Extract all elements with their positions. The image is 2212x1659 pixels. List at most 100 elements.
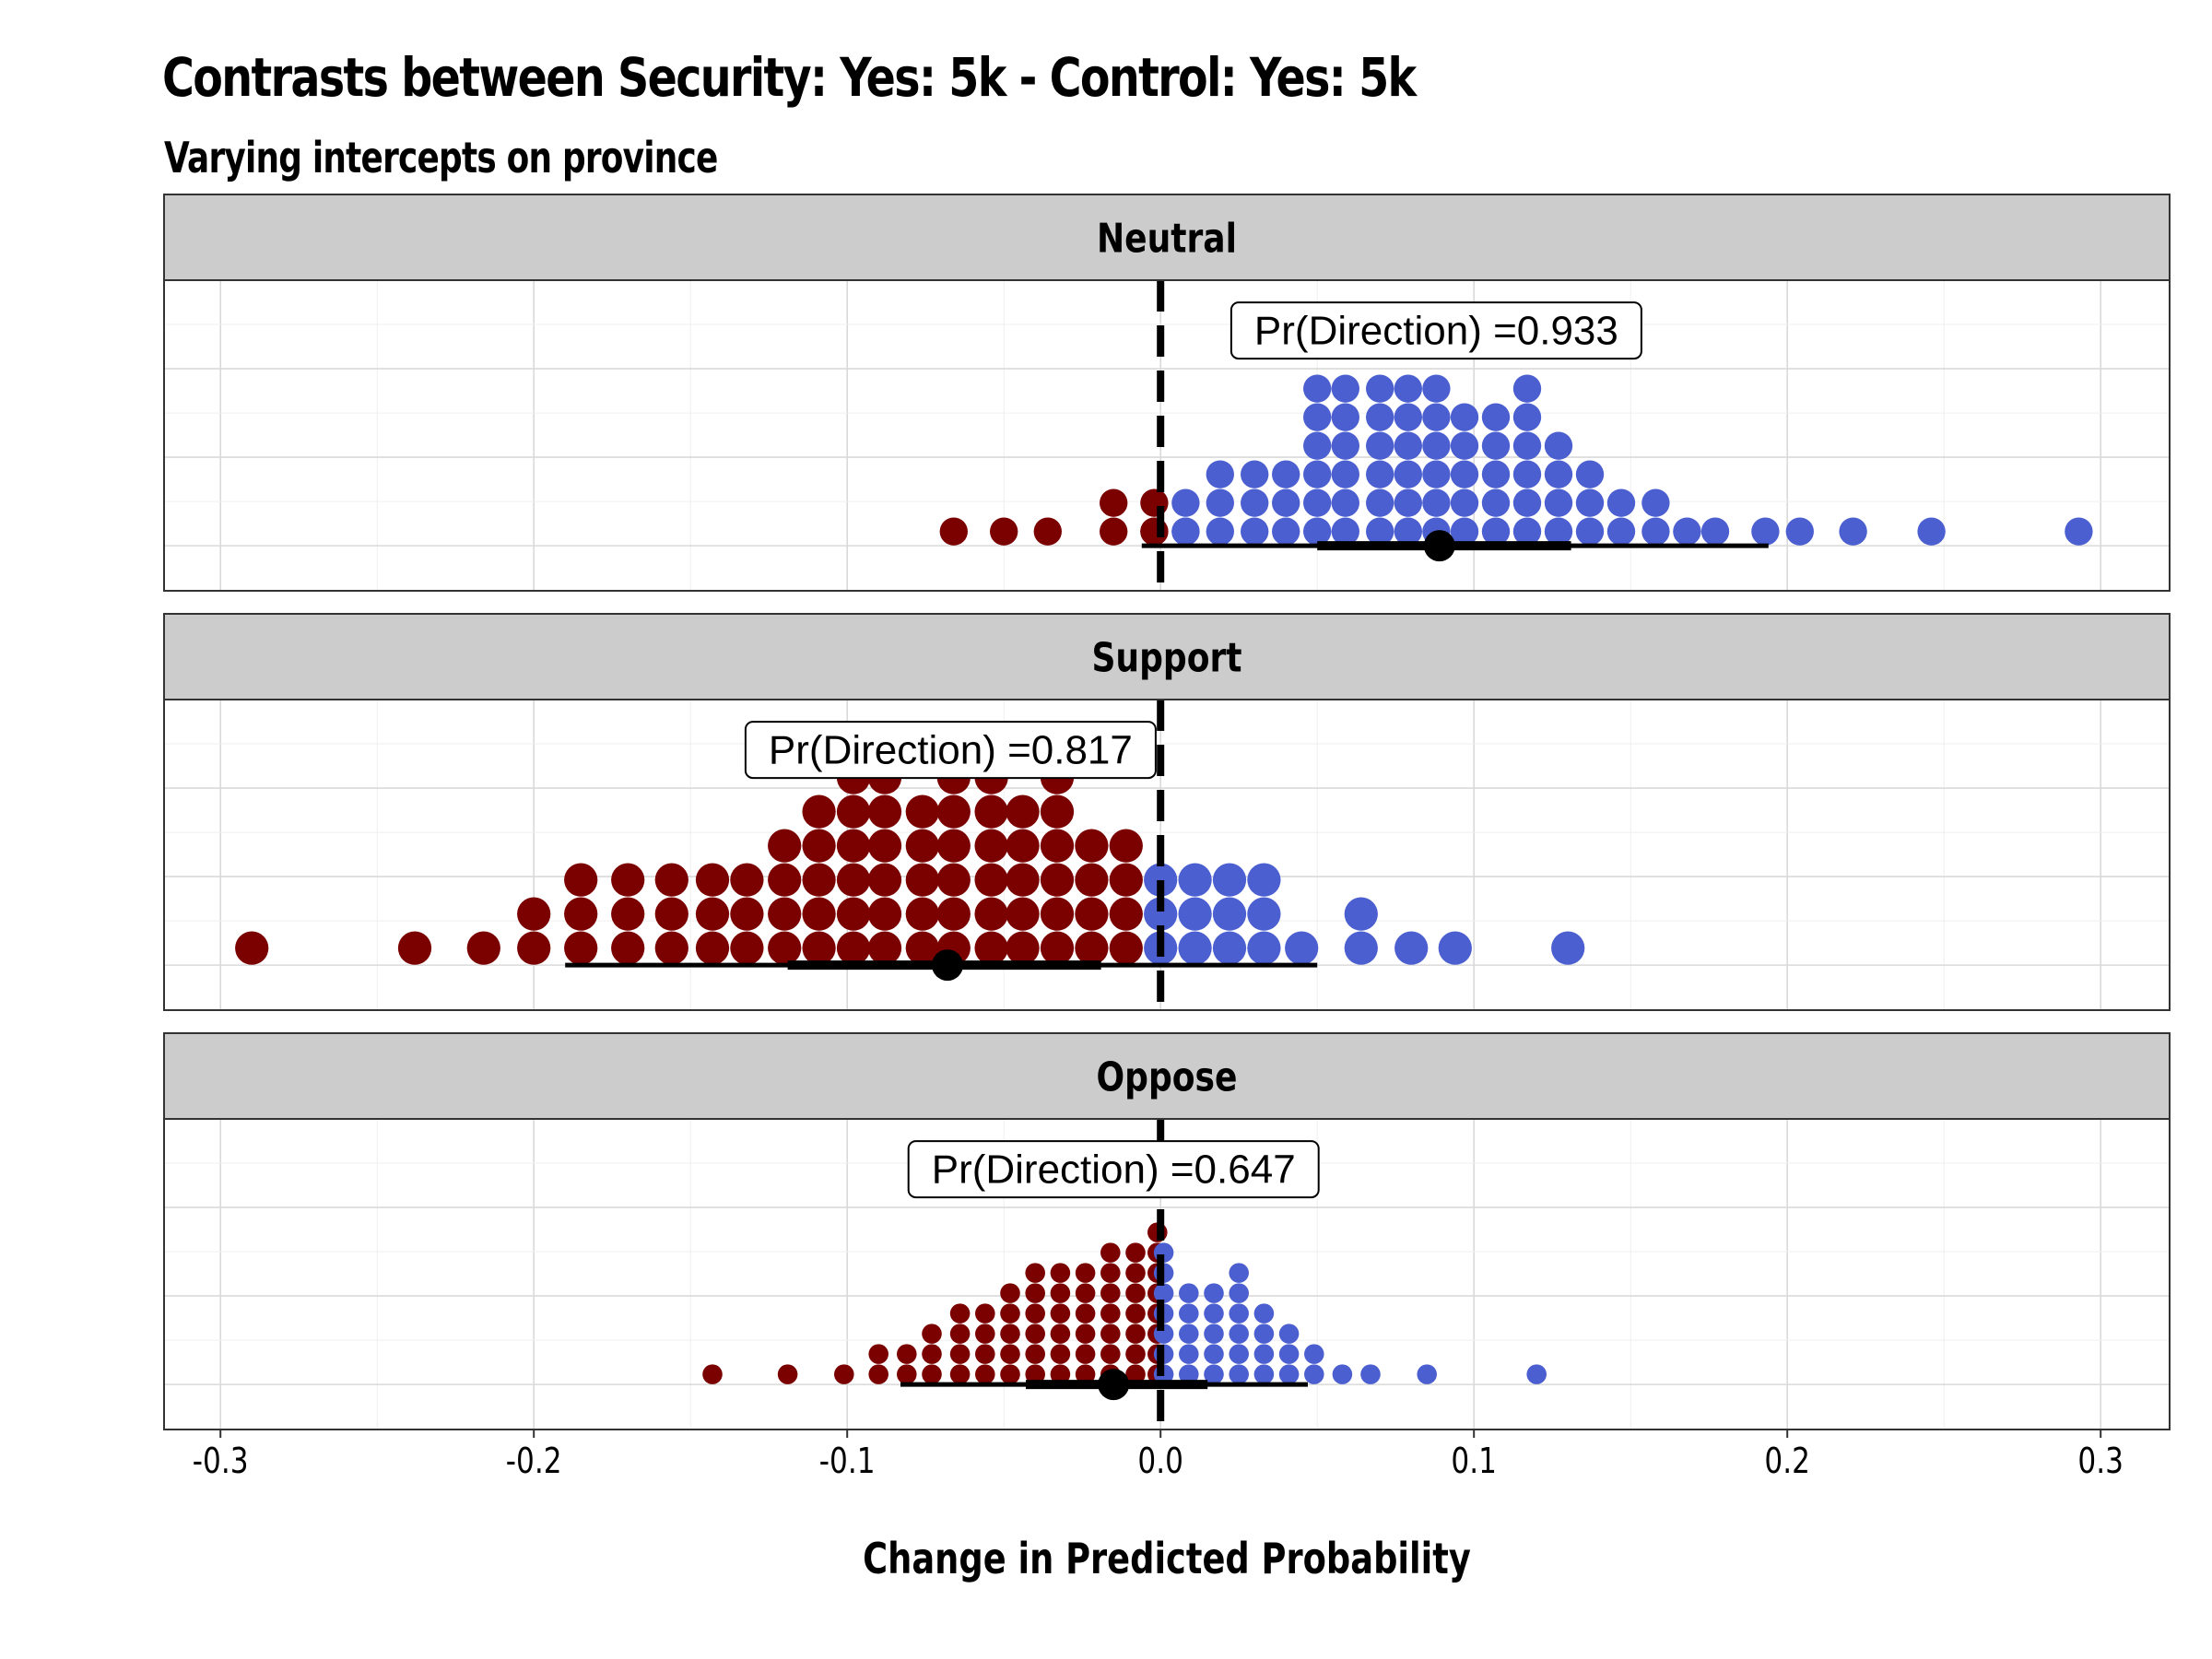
dot-negative	[939, 517, 968, 546]
dot-positive	[1394, 488, 1422, 517]
dot-negative	[1025, 1303, 1045, 1324]
dot-positive	[1394, 517, 1422, 546]
dot-negative	[1006, 863, 1040, 897]
dot-negative	[1125, 1263, 1146, 1283]
dot-positive	[1179, 1364, 1199, 1384]
dot-negative	[611, 863, 645, 897]
dot-positive	[1229, 1263, 1249, 1283]
dot-negative	[897, 1344, 917, 1364]
dot-positive	[1366, 488, 1394, 517]
chart-subtitle: Varying intercepts on province	[164, 133, 718, 182]
dot-positive	[1179, 1303, 1199, 1324]
dot-negative	[1025, 1324, 1045, 1344]
dot-positive	[2065, 517, 2093, 546]
annotation-box	[1230, 301, 1642, 360]
dot-positive	[1272, 517, 1300, 546]
dot-positive	[1247, 897, 1281, 931]
dot-negative	[654, 897, 688, 931]
dot-negative	[897, 1364, 917, 1384]
dot-positive	[1178, 863, 1212, 897]
dot-positive	[1144, 863, 1178, 897]
dot-negative	[517, 897, 551, 931]
dot-positive	[1839, 517, 1867, 546]
dot-positive	[1229, 1344, 1249, 1364]
dot-negative	[802, 863, 836, 897]
dot-positive	[1606, 488, 1636, 517]
dot-positive	[1278, 1344, 1300, 1364]
dot-positive	[1344, 897, 1378, 931]
dot-negative	[1075, 1364, 1096, 1384]
dot-positive	[1785, 517, 1814, 546]
dot-negative	[974, 794, 1008, 829]
dot-positive	[1153, 1283, 1174, 1303]
dot-negative	[768, 931, 802, 965]
dot-positive	[1450, 460, 1479, 488]
annotation-label: Pr(Direction) =0.933	[1254, 309, 1618, 354]
dot-negative	[564, 931, 598, 965]
dot-negative	[1125, 1283, 1146, 1303]
x-tick-label: 0.3	[2077, 1441, 2124, 1482]
dot-positive	[1422, 488, 1451, 517]
dot-positive	[1241, 460, 1269, 488]
dot-positive	[1394, 460, 1422, 488]
dot-positive	[1450, 488, 1479, 517]
dot-negative	[1040, 931, 1075, 965]
dot-positive	[1303, 460, 1332, 488]
dot-negative	[1000, 1364, 1020, 1384]
dot-negative	[1000, 1324, 1020, 1344]
dot-negative	[695, 931, 730, 965]
dot-positive	[1179, 1344, 1199, 1364]
dot-positive	[1394, 403, 1422, 431]
dot-positive	[1344, 931, 1378, 965]
dot-positive	[1394, 931, 1429, 965]
dot-negative	[1025, 1364, 1045, 1384]
strip-label: Oppose	[1096, 1054, 1237, 1100]
dot-positive	[1450, 517, 1479, 546]
dot-negative	[1075, 1324, 1096, 1344]
dot-positive	[1673, 517, 1701, 546]
dot-negative	[1075, 863, 1109, 897]
dot-negative	[936, 794, 971, 829]
dot-positive	[1331, 374, 1359, 403]
dot-positive	[1206, 460, 1234, 488]
dot-negative	[611, 897, 645, 931]
dot-positive	[1544, 460, 1573, 488]
dot-negative	[1050, 1344, 1071, 1364]
dot-negative	[611, 931, 645, 965]
dot-positive	[1204, 1283, 1224, 1303]
dot-negative	[949, 1364, 971, 1384]
dot-negative	[1100, 1242, 1121, 1263]
dot-negative	[936, 897, 971, 931]
panel-support: Pr(Direction) =0.817 Support	[163, 613, 2171, 1011]
dot-negative	[867, 829, 902, 863]
dot-negative	[564, 863, 598, 897]
strip-label: Neutral	[1097, 216, 1237, 262]
dot-negative	[990, 517, 1018, 546]
dot-negative	[1050, 1324, 1071, 1344]
dot-positive	[1422, 431, 1451, 460]
dot-negative	[975, 1303, 995, 1324]
dot-positive	[1144, 897, 1178, 931]
dot-negative	[397, 931, 432, 965]
dot-negative	[466, 931, 500, 965]
dot-negative	[868, 1364, 888, 1384]
dot-positive	[1360, 1364, 1381, 1384]
x-tick-label: -0.1	[819, 1441, 876, 1482]
dot-positive	[1229, 1283, 1249, 1303]
dot-negative	[949, 1344, 971, 1364]
dot-negative	[1100, 1303, 1121, 1324]
dot-positive	[1512, 374, 1542, 403]
strip-label: Support	[1091, 635, 1241, 681]
dot-positive	[1278, 1324, 1300, 1344]
dot-positive	[1575, 488, 1605, 517]
dot-negative	[1075, 1283, 1096, 1303]
dot-negative	[949, 1324, 971, 1344]
dot-negative	[1040, 863, 1075, 897]
dot-negative	[922, 1344, 942, 1364]
dot-negative	[936, 829, 971, 863]
dot-negative	[836, 897, 871, 931]
dot-negative	[1000, 1283, 1020, 1303]
point-estimate	[1098, 1369, 1130, 1401]
panel-oppose: Pr(Direction) =0.647 Oppose	[163, 1032, 2171, 1430]
